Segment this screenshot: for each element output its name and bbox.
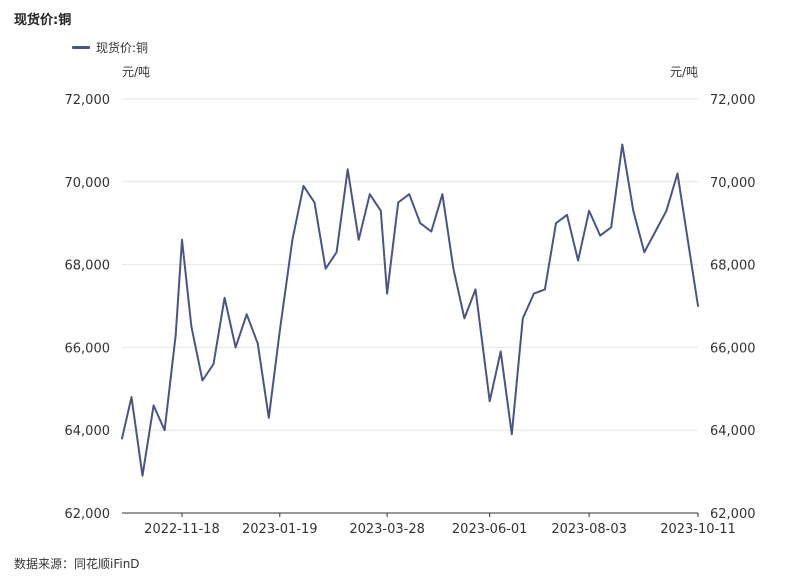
x-tick-label: 2023-08-03 xyxy=(551,522,627,537)
gridlines xyxy=(122,98,698,431)
x-tick-label: 2023-01-19 xyxy=(242,522,318,537)
x-tick-label: 2023-06-01 xyxy=(452,522,528,537)
y-tick-label-right: 66,000 xyxy=(710,341,756,356)
y-tick-label-left: 68,000 xyxy=(65,259,111,274)
x-tick-label: 2023-03-28 xyxy=(349,522,425,537)
y-axis-right: 62,000 64,000 66,000 68,000 70,000 72,000 元/吨 xyxy=(670,65,756,522)
x-tick-label: 2023-10-11 xyxy=(660,522,736,537)
legend[interactable]: 现货价:铜 xyxy=(72,39,148,56)
chart-title: 现货价:铜 xyxy=(14,13,72,28)
x-tick-label: 2022-11-18 xyxy=(144,522,220,537)
y-unit-left: 元/吨 xyxy=(122,65,150,79)
data-source: 数据来源：同花顺iFinD xyxy=(14,557,140,571)
series-line[interactable] xyxy=(121,143,699,477)
y-tick-label-left: 70,000 xyxy=(65,176,111,191)
y-tick-label-left: 72,000 xyxy=(65,93,111,108)
y-tick-label-left: 66,000 xyxy=(65,341,111,356)
y-tick-label-right: 68,000 xyxy=(710,259,756,274)
x-axis: 2022-11-18 2023-01-19 2023-03-28 2023-06-01… xyxy=(122,512,736,537)
y-unit-right: 元/吨 xyxy=(670,65,698,79)
y-tick-label-left: 64,000 xyxy=(65,424,111,439)
y-axis-left: 62,000 64,000 66,000 68,000 70,000 72,000 元/吨 xyxy=(65,65,151,522)
y-tick-label-left: 62,000 xyxy=(65,507,111,522)
y-tick-label-right: 72,000 xyxy=(710,93,756,108)
legend-swatch xyxy=(72,46,90,49)
y-tick-label-right: 70,000 xyxy=(710,176,756,191)
series-group xyxy=(121,143,699,477)
legend-label: 现货价:铜 xyxy=(96,41,149,55)
y-tick-label-right: 62,000 xyxy=(710,507,756,522)
y-tick-label-right: 64,000 xyxy=(710,424,756,439)
